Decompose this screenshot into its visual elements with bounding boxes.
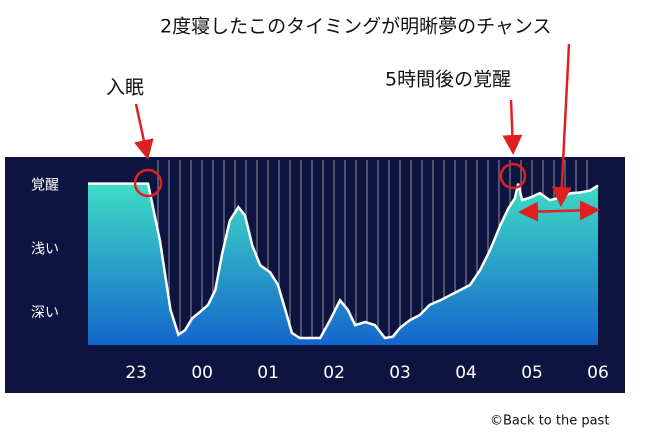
x-tick-label: 01 bbox=[257, 363, 279, 383]
y-tick-label: 浅い bbox=[31, 241, 59, 257]
x-tick-label: 23 bbox=[125, 363, 147, 383]
arrow bbox=[518, 200, 600, 222]
x-tick-label: 05 bbox=[521, 363, 543, 383]
x-tick-label: 00 bbox=[191, 363, 213, 383]
highlights bbox=[133, 43, 600, 222]
annotation: 入眠 bbox=[106, 77, 144, 99]
x-tick-label: 03 bbox=[389, 363, 411, 383]
arrow bbox=[502, 99, 523, 155]
x-tick-label: 06 bbox=[587, 363, 609, 383]
credit: ©Back to the past bbox=[490, 414, 609, 429]
arrow bbox=[551, 43, 572, 207]
circle bbox=[133, 168, 163, 198]
circle bbox=[499, 162, 527, 190]
area bbox=[88, 183, 598, 345]
y-tick-label: 深い bbox=[31, 305, 59, 321]
line bbox=[88, 182, 599, 340]
annotation: 2度寝したこのタイミングが明晰夢のチャンス bbox=[160, 16, 552, 38]
x-tick-label: 02 bbox=[323, 363, 345, 383]
annotation: 5時間後の覚醒 bbox=[385, 69, 511, 91]
x-tick-label: 04 bbox=[455, 363, 477, 383]
y-tick-label: 覚醒 bbox=[31, 178, 59, 194]
arrow bbox=[134, 103, 154, 160]
